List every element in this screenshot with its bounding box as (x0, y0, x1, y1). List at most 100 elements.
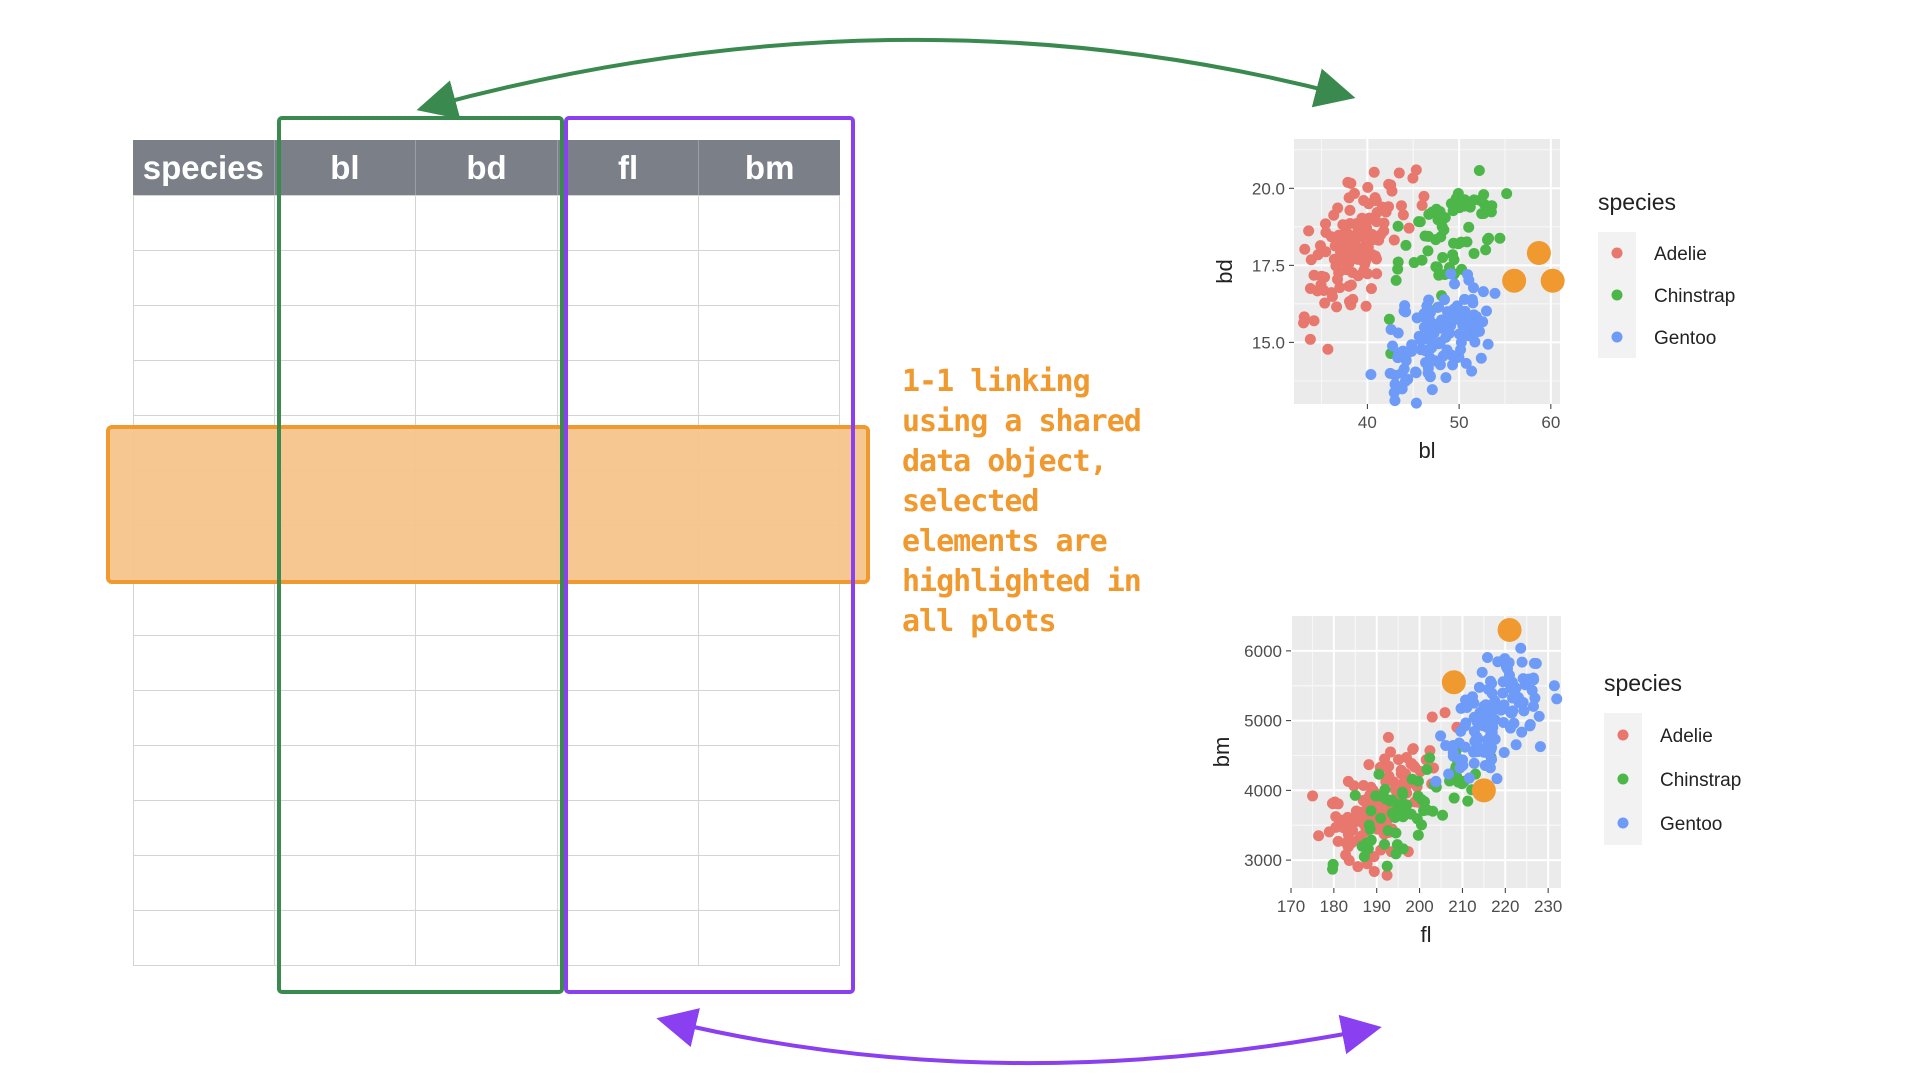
data-point-gentoo (1516, 726, 1528, 738)
data-point-gentoo (1526, 684, 1538, 696)
data-point-chinstrap (1447, 205, 1459, 217)
data-point-adelie (1352, 270, 1364, 282)
table-cell (134, 691, 276, 745)
column-header: bl (275, 140, 417, 195)
data-point-gentoo (1433, 301, 1445, 313)
data-point-adelie (1356, 212, 1368, 224)
table-cell (134, 306, 276, 360)
x-tick-label: 60 (1541, 413, 1560, 432)
data-point-adelie (1380, 206, 1392, 218)
data-point-gentoo (1459, 293, 1471, 305)
data-point-gentoo (1443, 327, 1455, 339)
data-point-adelie (1320, 226, 1332, 238)
data-point-gentoo (1461, 701, 1473, 713)
table-cell (558, 361, 699, 415)
data-point-gentoo (1410, 397, 1422, 409)
data-point-adelie (1407, 172, 1419, 184)
data-point-adelie (1410, 164, 1422, 176)
data-point-chinstrap (1419, 230, 1431, 242)
data-point-gentoo (1453, 328, 1465, 340)
data-point-chinstrap (1390, 848, 1402, 860)
data-point-chinstrap (1364, 823, 1376, 835)
data-point-adelie (1393, 167, 1405, 179)
table-cell (416, 251, 558, 305)
x-tick-label: 170 (1277, 897, 1305, 916)
data-point-chinstrap (1447, 249, 1459, 261)
data-point-adelie (1368, 166, 1380, 178)
data-point-gentoo (1463, 772, 1475, 784)
data-point-adelie (1352, 861, 1364, 873)
table-cell (275, 196, 417, 250)
table-row (134, 910, 839, 965)
data-point-chinstrap (1437, 809, 1449, 821)
y-tick-label: 17.5 (1252, 256, 1285, 275)
table-cell (416, 196, 558, 250)
data-point-gentoo (1388, 387, 1400, 399)
data-point-adelie (1395, 768, 1407, 780)
data-point-gentoo (1426, 342, 1438, 354)
data-point-gentoo (1393, 347, 1405, 359)
data-point-gentoo (1435, 730, 1447, 742)
data-point-gentoo (1399, 300, 1411, 312)
data-point-gentoo (1467, 297, 1479, 309)
data-point-adelie (1332, 273, 1344, 285)
x-tick-label: 210 (1448, 897, 1476, 916)
table-cell (558, 251, 699, 305)
data-point-gentoo (1424, 326, 1436, 338)
legend-label: Chinstrap (1654, 286, 1735, 307)
data-point-chinstrap (1381, 860, 1393, 872)
data-point-gentoo (1365, 368, 1377, 380)
table-cell (134, 856, 276, 910)
data-point-chinstrap (1375, 812, 1387, 824)
data-point-adelie (1397, 209, 1409, 221)
y-tick-label: 20.0 (1252, 179, 1285, 198)
data-point-gentoo (1468, 725, 1480, 737)
data-point-adelie (1340, 264, 1352, 276)
table-cell (416, 581, 558, 635)
data-point-gentoo (1463, 315, 1475, 327)
data-point-chinstrap (1405, 808, 1417, 820)
legend-swatch-gentoo (1617, 817, 1629, 829)
table-row (134, 690, 839, 745)
legend-label: Gentoo (1654, 328, 1716, 349)
data-point-chinstrap (1462, 795, 1474, 807)
data-point-adelie (1369, 192, 1381, 204)
legend-swatch-chinstrap (1617, 773, 1629, 785)
data-point-adelie (1315, 279, 1327, 291)
data-point-adelie (1368, 865, 1380, 877)
data-point-adelie (1343, 192, 1355, 204)
data-point-gentoo (1482, 338, 1494, 350)
table-cell (416, 801, 558, 855)
data-point-chinstrap (1414, 216, 1426, 228)
data-point-gentoo (1398, 363, 1410, 375)
data-point-adelie (1392, 754, 1404, 766)
data-point-chinstrap (1468, 247, 1480, 259)
y-axis-title: bd (1212, 259, 1237, 283)
data-point-gentoo (1447, 359, 1459, 371)
data-point-adelie (1342, 828, 1354, 840)
table-cell (134, 746, 276, 800)
data-point-adelie (1348, 780, 1360, 792)
data-point-gentoo (1497, 687, 1509, 699)
data-point-chinstrap (1400, 239, 1412, 251)
table-cell (275, 746, 417, 800)
data-point-gentoo (1440, 372, 1452, 384)
data-point-gentoo (1533, 710, 1545, 722)
data-point-adelie (1359, 221, 1371, 233)
table-cell (558, 691, 699, 745)
selected-rows-band (106, 425, 870, 584)
data-point-gentoo (1498, 716, 1510, 728)
data-point-adelie (1362, 181, 1374, 193)
data-point-gentoo (1524, 718, 1536, 730)
highlighted-point (1497, 617, 1522, 642)
legend-swatch-gentoo (1611, 331, 1623, 343)
data-point-chinstrap (1412, 829, 1424, 841)
data-point-gentoo (1469, 327, 1481, 339)
data-point-gentoo (1477, 711, 1489, 723)
data-point-gentoo (1485, 675, 1497, 687)
data-point-adelie (1307, 790, 1319, 802)
data-point-chinstrap (1394, 799, 1406, 811)
table-row (134, 635, 839, 690)
data-point-gentoo (1475, 352, 1487, 364)
